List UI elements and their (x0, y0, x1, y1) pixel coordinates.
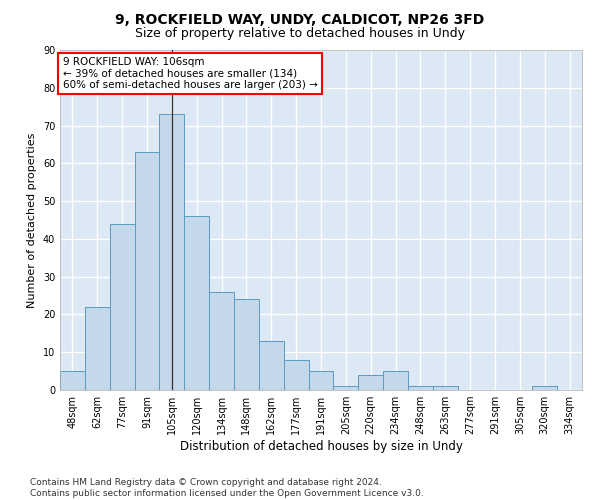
Y-axis label: Number of detached properties: Number of detached properties (27, 132, 37, 308)
Bar (383, 371, 408, 390)
Bar (85, 307, 110, 390)
Bar (184, 216, 209, 390)
Text: Size of property relative to detached houses in Undy: Size of property relative to detached ho… (135, 28, 465, 40)
Text: Contains HM Land Registry data © Crown copyright and database right 2024.
Contai: Contains HM Land Registry data © Crown c… (30, 478, 424, 498)
Text: 9, ROCKFIELD WAY, UNDY, CALDICOT, NP26 3FD: 9, ROCKFIELD WAY, UNDY, CALDICOT, NP26 3… (115, 12, 485, 26)
Bar (160, 114, 184, 390)
Bar (60, 371, 85, 390)
Bar (134, 152, 160, 390)
Bar (110, 224, 134, 390)
Bar (334, 386, 358, 390)
Bar (358, 375, 383, 390)
X-axis label: Distribution of detached houses by size in Undy: Distribution of detached houses by size … (179, 440, 463, 453)
Bar (259, 341, 284, 390)
Bar (284, 360, 308, 390)
Bar (408, 386, 433, 390)
Bar (308, 371, 334, 390)
Bar (234, 300, 259, 390)
Bar (433, 386, 458, 390)
Bar (209, 292, 234, 390)
Bar (532, 386, 557, 390)
Text: 9 ROCKFIELD WAY: 106sqm
← 39% of detached houses are smaller (134)
60% of semi-d: 9 ROCKFIELD WAY: 106sqm ← 39% of detache… (62, 57, 317, 90)
